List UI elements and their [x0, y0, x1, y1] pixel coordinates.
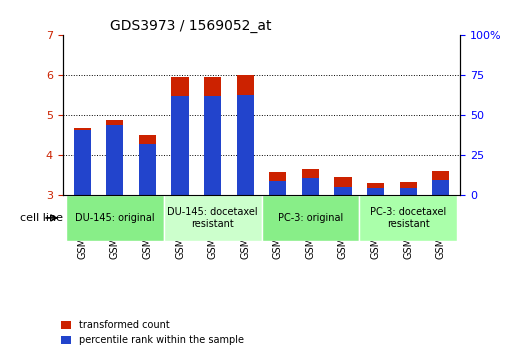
- Bar: [269, 172, 287, 195]
- Legend: transformed count, percentile rank within the sample: transformed count, percentile rank withi…: [57, 316, 247, 349]
- Bar: [139, 135, 156, 195]
- FancyBboxPatch shape: [359, 195, 457, 241]
- Bar: [269, 181, 287, 195]
- Bar: [327, 35, 359, 195]
- Bar: [359, 35, 392, 195]
- Bar: [302, 178, 319, 195]
- Bar: [164, 35, 196, 195]
- Bar: [139, 144, 156, 195]
- Bar: [106, 125, 123, 195]
- FancyBboxPatch shape: [66, 195, 164, 241]
- Bar: [400, 188, 417, 195]
- Bar: [66, 35, 99, 195]
- Bar: [432, 171, 449, 195]
- Text: PC-3: original: PC-3: original: [278, 213, 343, 223]
- Bar: [106, 120, 123, 195]
- Bar: [172, 97, 189, 195]
- Bar: [99, 35, 131, 195]
- Bar: [204, 96, 221, 195]
- Text: cell line: cell line: [20, 213, 63, 223]
- Bar: [74, 128, 91, 195]
- Bar: [204, 76, 221, 195]
- FancyBboxPatch shape: [262, 195, 359, 241]
- Bar: [400, 182, 417, 195]
- Text: PC-3: docetaxel
resistant: PC-3: docetaxel resistant: [370, 207, 446, 229]
- Bar: [172, 76, 189, 195]
- Bar: [74, 130, 91, 195]
- Bar: [392, 35, 424, 195]
- Bar: [229, 35, 262, 195]
- Bar: [262, 35, 294, 195]
- Bar: [424, 35, 457, 195]
- Bar: [236, 75, 254, 195]
- Text: GDS3973 / 1569052_at: GDS3973 / 1569052_at: [110, 19, 272, 33]
- Bar: [302, 169, 319, 195]
- Text: DU-145: docetaxel
resistant: DU-145: docetaxel resistant: [167, 207, 258, 229]
- Bar: [236, 95, 254, 195]
- Bar: [432, 180, 449, 195]
- Bar: [367, 183, 384, 195]
- Text: DU-145: original: DU-145: original: [75, 213, 155, 223]
- Bar: [131, 35, 164, 195]
- Bar: [334, 187, 351, 195]
- Bar: [367, 188, 384, 195]
- Bar: [294, 35, 327, 195]
- Bar: [334, 177, 351, 195]
- FancyBboxPatch shape: [164, 195, 262, 241]
- Bar: [196, 35, 229, 195]
